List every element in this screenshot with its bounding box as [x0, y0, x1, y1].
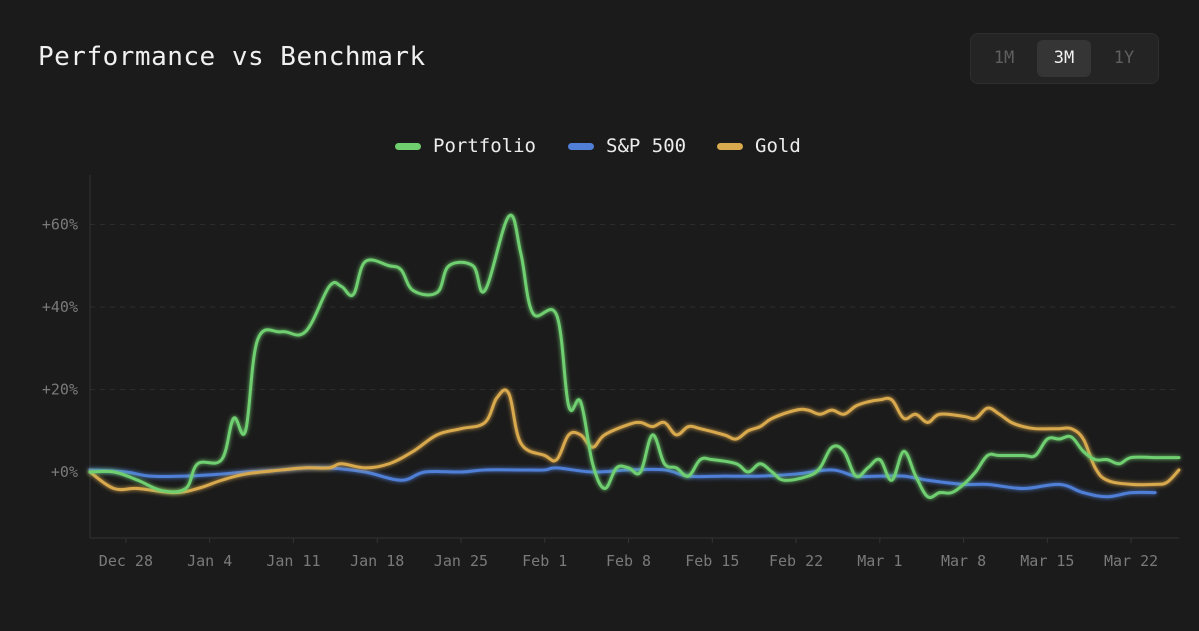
x-tick-label: Jan 18	[350, 552, 404, 570]
x-tick-label: Mar 22	[1104, 552, 1158, 570]
y-tick-label: +40%	[42, 298, 78, 316]
y-tick-label: +0%	[51, 463, 78, 481]
y-tick-label: +60%	[42, 216, 78, 234]
x-tick-label: Dec 28	[99, 552, 153, 570]
legend-label-sp500: S&P 500	[606, 135, 687, 157]
sp500-swatch	[568, 143, 594, 150]
time-range-selector: 1M 3M 1Y	[970, 33, 1159, 84]
range-1y-button[interactable]: 1Y	[1113, 48, 1135, 68]
x-tick-label: Mar 8	[941, 552, 986, 570]
x-tick-label: Mar 15	[1020, 552, 1074, 570]
y-tick-label: +20%	[42, 381, 78, 399]
series-line-portfolio	[88, 213, 1181, 499]
chart-legend: Portfolio S&P 500 Gold	[0, 133, 1199, 159]
x-tick-label: Jan 25	[434, 552, 488, 570]
range-3m-button[interactable]: 3M	[1037, 40, 1091, 77]
x-tick-label: Feb 22	[769, 552, 823, 570]
x-tick-label: Feb 15	[685, 552, 739, 570]
series-line-gold	[88, 388, 1181, 495]
chart-title: Performance vs Benchmark	[38, 42, 426, 72]
x-tick-label: Feb 1	[522, 552, 567, 570]
range-1m-button[interactable]: 1M	[993, 48, 1015, 68]
x-tick-label: Feb 8	[606, 552, 651, 570]
gold-swatch	[717, 143, 743, 150]
legend-label-gold: Gold	[755, 135, 801, 157]
portfolio-swatch	[395, 143, 421, 150]
x-tick-label: Jan 11	[266, 552, 320, 570]
legend-label-portfolio: Portfolio	[433, 135, 536, 157]
series-line-s-p-500	[88, 465, 1157, 499]
x-tick-label: Jan 4	[187, 552, 232, 570]
x-tick-label: Mar 1	[857, 552, 902, 570]
